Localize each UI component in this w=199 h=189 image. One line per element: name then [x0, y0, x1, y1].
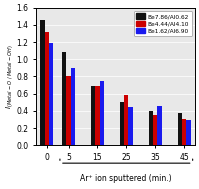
Bar [62, 52, 66, 145]
Bar [91, 86, 95, 145]
Legend: Be7.86/Al0.62, Be4.44/Al4.10, Be1.62/Al6.90: Be7.86/Al0.62, Be4.44/Al4.10, Be1.62/Al6… [134, 11, 192, 36]
Bar [49, 43, 54, 145]
Bar [186, 120, 190, 145]
Bar [71, 68, 75, 145]
Bar [178, 113, 182, 145]
Bar [157, 106, 162, 145]
Bar [66, 77, 71, 145]
Bar [129, 107, 133, 145]
Bar [95, 86, 100, 145]
Bar [153, 115, 157, 145]
Bar [120, 102, 124, 145]
Y-axis label: $I_{(Metal-O\ /\ Metal-OH)}$: $I_{(Metal-O\ /\ Metal-OH)}$ [4, 44, 15, 109]
Text: Ar⁺ ion sputtered (min.): Ar⁺ ion sputtered (min.) [80, 174, 172, 183]
Bar [182, 119, 186, 145]
Bar [45, 32, 49, 145]
Bar [100, 81, 104, 145]
Bar [124, 95, 129, 145]
Bar [149, 111, 153, 145]
Bar [40, 20, 45, 145]
